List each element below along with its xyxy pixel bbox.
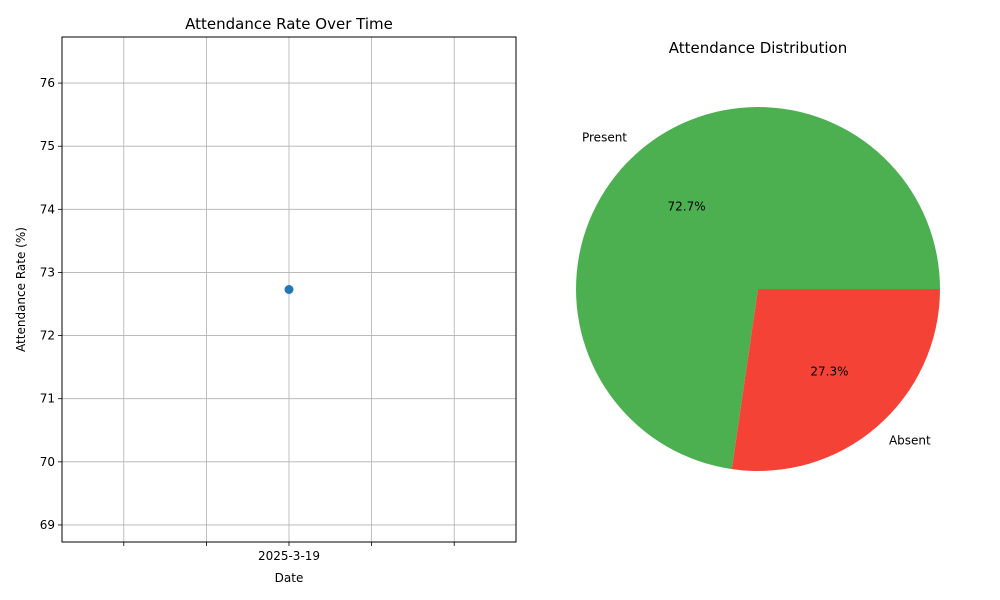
pie-label-absent: Absent — [889, 433, 931, 447]
grid — [62, 37, 516, 542]
x-tick-label: 2025-3-19 — [258, 549, 320, 563]
pie-label-present: Present — [582, 131, 627, 145]
pie-percent-absent: 27.3% — [810, 365, 848, 379]
y-tick-label: 73 — [40, 265, 55, 279]
y-tick-label: 72 — [40, 329, 55, 343]
line-chart-title: Attendance Rate Over Time — [185, 15, 393, 33]
y-axis-label: Attendance Rate (%) — [14, 227, 28, 352]
x-axis-label: Date — [275, 571, 304, 585]
y-tick-label: 71 — [40, 392, 55, 406]
data-point — [284, 285, 294, 294]
y-tick-label: 76 — [40, 76, 55, 90]
y-axis: 69 70 71 72 73 74 75 76 — [40, 76, 62, 532]
plot-area-frame — [61, 36, 517, 543]
pie-chart: Attendance Distribution Present 72.7% Abse… — [575, 39, 940, 471]
pie-percent-present: 72.7% — [667, 199, 705, 213]
pie-slice-present — [575, 107, 940, 470]
pie-slice-absent — [731, 289, 940, 471]
y-tick-label: 74 — [40, 202, 55, 216]
y-tick-label: 70 — [40, 455, 55, 469]
pie-chart-title: Attendance Distribution — [669, 39, 847, 57]
pie-labels: Present 72.7% Absent 27.3% — [582, 131, 931, 448]
y-tick-label: 69 — [40, 518, 55, 532]
line-chart: Attendance Rate Over Time 69 70 71 72 73 74 75… — [14, 15, 517, 585]
y-tick-label: 75 — [40, 139, 55, 153]
pie-slices — [575, 107, 940, 471]
x-axis: 2025-3-19 — [123, 542, 455, 563]
data-points — [284, 285, 294, 294]
